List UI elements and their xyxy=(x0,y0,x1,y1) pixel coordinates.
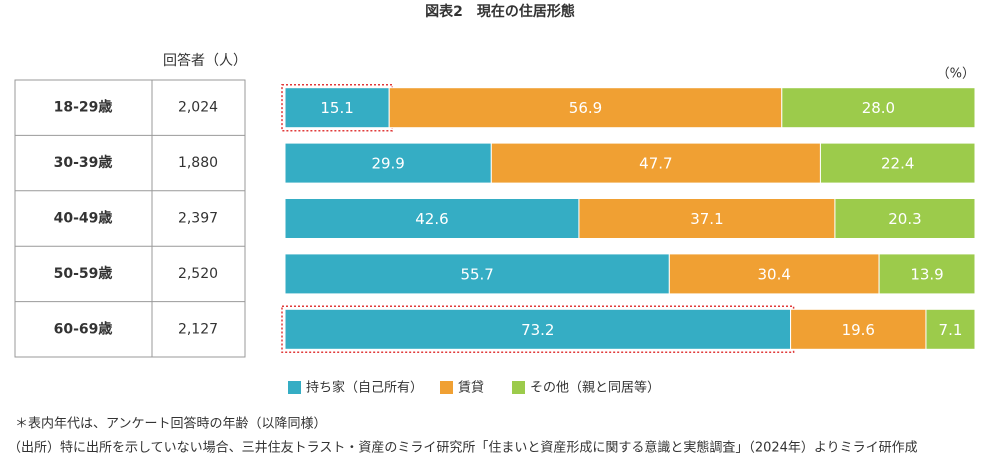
value-label: 15.1 xyxy=(320,99,353,117)
value-label: 19.6 xyxy=(842,321,875,339)
value-label: 37.1 xyxy=(690,210,723,228)
note: （出所）特に出所を示していない場合、三井住友トラスト・資産のミライ研究所「住まい… xyxy=(8,440,918,456)
row-label: 60-69歳 xyxy=(54,320,113,337)
value-label: 28.0 xyxy=(862,99,895,117)
respondents: 1,880 xyxy=(178,155,218,171)
value-label: 42.6 xyxy=(415,210,448,228)
value-label: 55.7 xyxy=(460,265,493,283)
legend-swatch xyxy=(512,381,525,394)
legend-label: その他（親と同居等） xyxy=(530,380,660,396)
note: ＊表内年代は、アンケート回答時の年齢（以降同様） xyxy=(15,416,326,432)
legend-label: 持ち家（自己所有） xyxy=(306,380,423,396)
table-header: 回答者（人） xyxy=(163,52,247,69)
value-label: 47.7 xyxy=(639,155,672,173)
row-label: 50-59歳 xyxy=(54,265,113,282)
row-label: 18-29歳 xyxy=(54,99,113,116)
value-label: 20.3 xyxy=(888,210,921,228)
respondents: 2,127 xyxy=(178,321,218,337)
value-label: 30.4 xyxy=(758,265,791,283)
value-label: 73.2 xyxy=(521,321,554,339)
legend-swatch xyxy=(288,381,301,394)
value-label: 56.9 xyxy=(569,99,602,117)
legend-label: 賃貸 xyxy=(458,380,484,396)
row-label: 30-39歳 xyxy=(54,154,113,171)
chart-title: 図表2 現在の住居形態 xyxy=(425,3,575,20)
value-label: 7.1 xyxy=(939,321,963,339)
unit-label: （%） xyxy=(937,67,975,82)
respondents: 2,520 xyxy=(178,266,218,282)
value-label: 29.9 xyxy=(371,155,404,173)
value-label: 22.4 xyxy=(881,155,914,173)
respondents: 2,397 xyxy=(178,211,218,227)
row-label: 40-49歳 xyxy=(54,210,113,227)
value-label: 13.9 xyxy=(910,265,943,283)
respondents: 2,024 xyxy=(178,100,218,116)
legend-swatch xyxy=(440,381,453,394)
